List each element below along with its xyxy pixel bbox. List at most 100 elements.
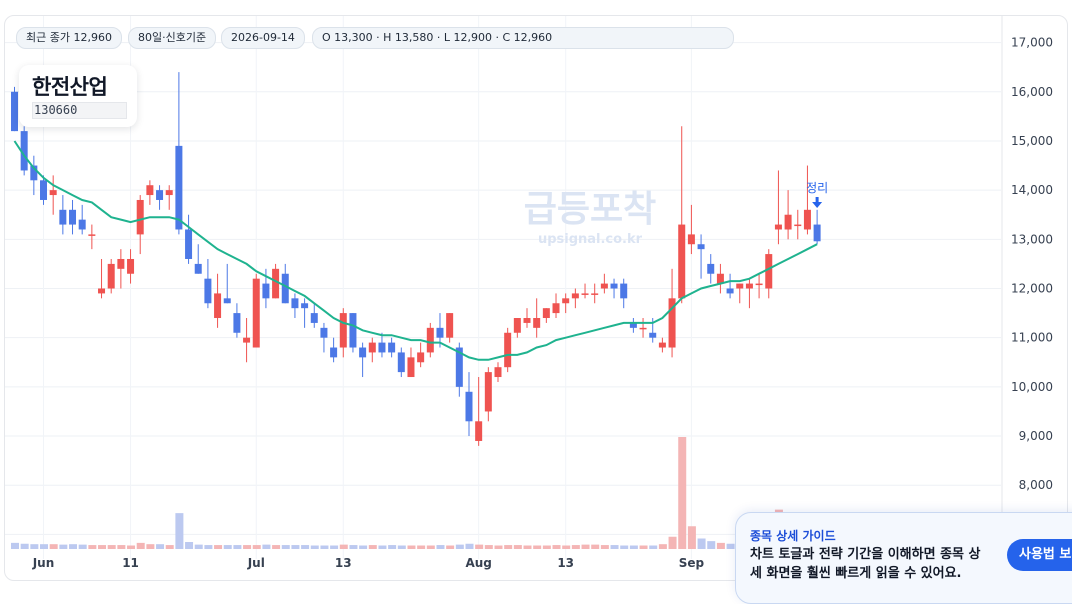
candlestick[interactable] xyxy=(156,185,164,210)
candlestick[interactable] xyxy=(726,273,734,299)
candlestick[interactable] xyxy=(117,249,125,289)
candlestick[interactable] xyxy=(552,293,560,319)
candle-body xyxy=(98,288,106,294)
candlestick[interactable] xyxy=(542,308,550,323)
candlestick[interactable] xyxy=(803,165,811,235)
candlestick[interactable] xyxy=(185,214,193,264)
candlestick[interactable] xyxy=(484,367,492,422)
candlestick[interactable] xyxy=(49,175,57,215)
candlestick[interactable] xyxy=(571,288,579,309)
candlestick[interactable] xyxy=(127,249,135,284)
candlestick[interactable] xyxy=(697,234,705,279)
candlestick[interactable] xyxy=(223,263,231,304)
candlestick[interactable] xyxy=(736,283,744,304)
guide-button[interactable]: 사용법 보기 xyxy=(1007,539,1072,571)
candlestick[interactable] xyxy=(678,126,686,304)
candlestick[interactable] xyxy=(794,209,802,240)
candlestick[interactable] xyxy=(755,273,763,299)
candle-body xyxy=(426,327,434,353)
candlestick[interactable] xyxy=(426,322,434,358)
candlestick[interactable] xyxy=(349,313,357,353)
candlestick[interactable] xyxy=(204,258,212,309)
candlestick[interactable] xyxy=(30,155,38,196)
candlestick[interactable] xyxy=(59,195,67,235)
candlestick[interactable] xyxy=(146,180,154,205)
candlestick[interactable] xyxy=(330,337,338,363)
guide-popup[interactable]: 종목 상세 가이드 차트 토글과 전략 기간을 이해하면 종목 상세 화면을 훨… xyxy=(735,512,1072,604)
candlestick[interactable] xyxy=(20,126,28,176)
volume-bar xyxy=(378,545,387,549)
candlestick[interactable] xyxy=(320,322,328,353)
volume-bar xyxy=(504,545,513,549)
volume-bar xyxy=(359,545,368,549)
candlestick[interactable] xyxy=(252,273,260,348)
signal-basis-pill: 80일·신호기준 xyxy=(128,27,217,49)
candlestick[interactable] xyxy=(745,278,753,309)
candlestick[interactable] xyxy=(494,362,502,382)
candlestick[interactable] xyxy=(359,342,367,378)
candle-body xyxy=(716,273,724,284)
candlestick[interactable] xyxy=(175,72,183,235)
candlestick[interactable] xyxy=(523,308,531,328)
candlestick[interactable] xyxy=(629,318,637,333)
candlestick[interactable] xyxy=(475,377,483,446)
volume-bar xyxy=(320,545,329,549)
candlestick[interactable] xyxy=(716,263,724,294)
candlestick[interactable] xyxy=(813,209,821,245)
candlestick[interactable] xyxy=(465,372,473,437)
candlestick[interactable] xyxy=(417,342,425,368)
candlestick[interactable] xyxy=(69,199,77,235)
candlestick[interactable] xyxy=(784,190,792,240)
volume-bar xyxy=(59,544,68,549)
candlestick[interactable] xyxy=(533,298,541,338)
candlestick[interactable] xyxy=(11,86,18,132)
candlestick[interactable] xyxy=(233,303,241,338)
candlestick[interactable] xyxy=(368,337,376,363)
candlestick[interactable] xyxy=(639,318,647,338)
candlestick[interactable] xyxy=(107,258,115,294)
candlestick[interactable] xyxy=(591,283,599,304)
candlestick[interactable] xyxy=(687,204,695,255)
candlestick[interactable] xyxy=(610,278,618,299)
candlestick[interactable] xyxy=(407,347,415,378)
candlestick[interactable] xyxy=(504,327,512,373)
candlestick[interactable] xyxy=(581,283,589,299)
candlestick[interactable] xyxy=(765,249,773,299)
candlestick[interactable] xyxy=(281,263,289,304)
candlestick[interactable] xyxy=(513,318,521,338)
candlestick[interactable] xyxy=(88,224,96,250)
candlestick[interactable] xyxy=(194,244,202,274)
candle-body xyxy=(591,293,599,295)
volume-bar xyxy=(146,544,155,549)
candlestick[interactable] xyxy=(243,318,251,363)
volume-bar xyxy=(69,544,78,549)
candlestick[interactable] xyxy=(668,268,676,358)
candlestick[interactable] xyxy=(78,204,86,235)
candlestick[interactable] xyxy=(620,278,628,309)
candlestick[interactable] xyxy=(397,347,405,378)
candlestick[interactable] xyxy=(388,337,396,358)
candlestick[interactable] xyxy=(658,337,666,353)
candlestick[interactable] xyxy=(707,254,715,284)
candlestick[interactable] xyxy=(98,258,106,299)
volume-bar xyxy=(571,545,580,549)
candlestick[interactable] xyxy=(310,303,318,328)
candlestick[interactable] xyxy=(339,308,347,358)
candlestick[interactable] xyxy=(136,195,144,255)
candlestick[interactable] xyxy=(774,170,782,245)
volume-bar xyxy=(658,544,667,549)
candlestick[interactable] xyxy=(165,185,173,210)
candle-body xyxy=(339,313,347,348)
volume-bar xyxy=(542,545,551,549)
candle-body xyxy=(678,224,686,299)
candlestick[interactable] xyxy=(446,313,454,343)
candlestick[interactable] xyxy=(600,273,608,294)
candlestick[interactable] xyxy=(301,298,309,328)
candlestick[interactable] xyxy=(291,293,299,319)
candlestick[interactable] xyxy=(40,175,48,205)
candlestick[interactable] xyxy=(562,293,570,314)
candlestick[interactable] xyxy=(214,273,222,328)
candlestick[interactable] xyxy=(378,332,386,358)
